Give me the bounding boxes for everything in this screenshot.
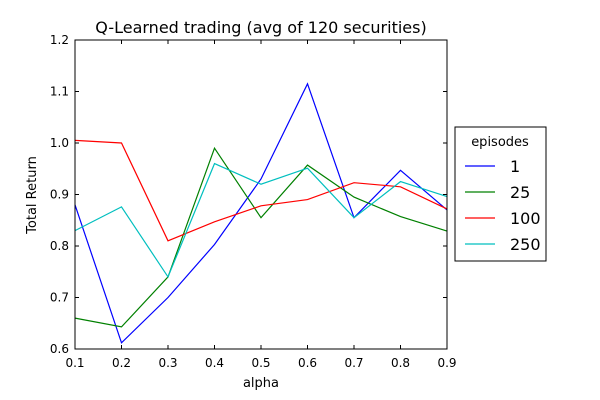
- x-tick-label: 0.1: [65, 356, 84, 370]
- x-tick-label: 0.6: [298, 356, 317, 370]
- legend-label-25: 25: [510, 183, 530, 202]
- y-tick-label: 0.9: [50, 188, 69, 202]
- legend-items: 1 25 100 250: [465, 157, 541, 254]
- y-tick-label: 1.2: [50, 33, 69, 47]
- legend-label-1: 1: [510, 157, 520, 176]
- chart-title: Q-Learned trading (avg of 120 securities…: [95, 18, 426, 37]
- series-line-100: [74, 139, 448, 242]
- x-tick-label: 0.3: [158, 356, 177, 370]
- x-tick-label: 0.9: [437, 356, 456, 370]
- legend-frame: [454, 126, 547, 262]
- x-axis-ticks: 0.1 0.2 0.3 0.4 0.5 0.6 0.7 0.8 0.9: [65, 40, 457, 370]
- y-tick-label: 0.7: [50, 291, 69, 305]
- legend: episodes 1 25 100 250: [454, 126, 547, 262]
- y-tick-label: 0.6: [50, 342, 69, 356]
- x-tick-label: 0.8: [391, 356, 410, 370]
- legend-label-100: 100: [510, 209, 541, 228]
- series-line-250: [74, 162, 448, 279]
- legend-label-250: 250: [510, 235, 541, 254]
- series-line-1: [74, 82, 448, 344]
- plot-area: 0.1 0.2 0.3 0.4 0.5 0.6 0.7 0.8 0.9 0.6 0.7 0.8 0.9…: [50, 33, 457, 370]
- y-tick-label: 1.1: [50, 85, 69, 99]
- x-tick-label: 0.4: [205, 356, 224, 370]
- x-tick-label: 0.2: [112, 356, 131, 370]
- x-tick-label: 0.5: [251, 356, 270, 370]
- y-tick-label: 0.8: [50, 239, 69, 253]
- x-tick-label: 0.7: [344, 356, 363, 370]
- legend-title: episodes: [471, 135, 529, 150]
- y-axis-ticks: 0.6 0.7 0.8 0.9 1.0 1.1 1.2: [50, 33, 447, 356]
- y-tick-label: 1.0: [50, 136, 69, 150]
- y-axis-label: Total Return: [25, 156, 40, 235]
- x-axis-label: alpha: [243, 376, 279, 391]
- series-layer: [74, 82, 448, 344]
- plot-background: [75, 40, 447, 349]
- series-line-25: [74, 146, 448, 328]
